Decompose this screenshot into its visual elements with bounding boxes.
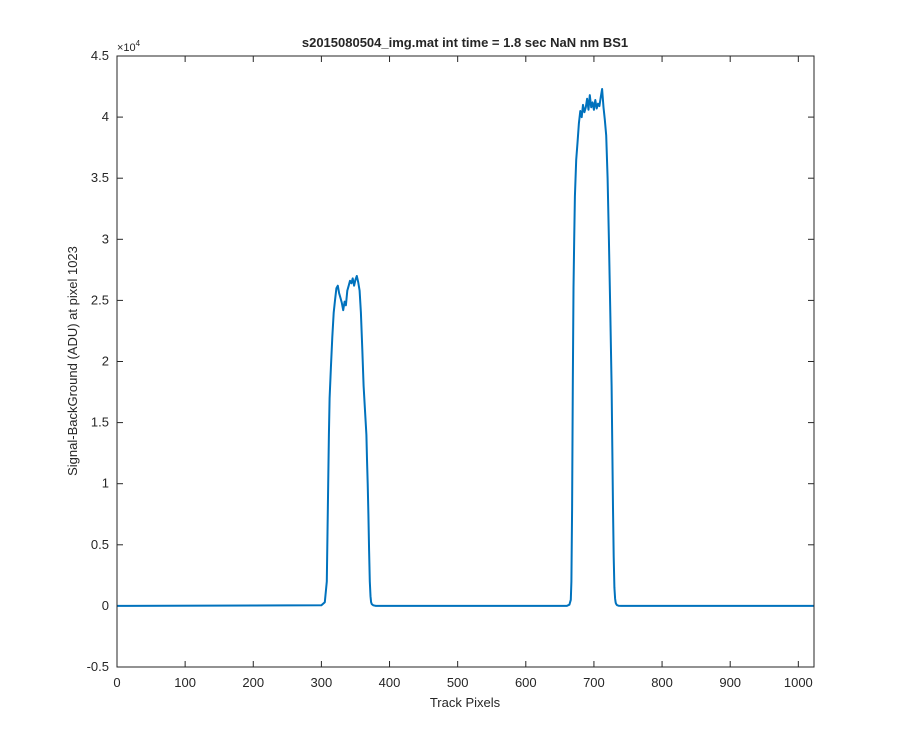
x-tick-label: 200 (242, 675, 264, 690)
y-axis-exponent-power: 4 (136, 39, 141, 48)
x-tick-label: 900 (719, 675, 741, 690)
x-tick-label: 400 (379, 675, 401, 690)
x-tick-label: 100 (174, 675, 196, 690)
y-tick-label: 3.5 (91, 170, 109, 185)
x-tick-label: 600 (515, 675, 537, 690)
x-tick-label: 0 (113, 675, 120, 690)
y-axis-ticks: -0.5 0 0.5 1 1.5 2 2.5 3 3.5 4 4.5 (87, 48, 814, 674)
x-tick-label: 300 (311, 675, 333, 690)
y-tick-label: 4.5 (91, 48, 109, 63)
y-tick-label: 2 (102, 354, 109, 369)
chart-title: s2015080504_img.mat int time = 1.8 sec N… (302, 35, 628, 50)
y-tick-label: 0 (102, 598, 109, 613)
y-tick-label: -0.5 (87, 659, 109, 674)
y-tick-label: 3 (102, 231, 109, 246)
y-axis-exponent: ×104 (117, 39, 141, 54)
y-tick-label: 0.5 (91, 537, 109, 552)
y-axis-exponent-base: ×10 (117, 42, 136, 54)
plot-area (117, 56, 814, 667)
x-axis-label: Track Pixels (430, 695, 501, 710)
x-tick-label: 800 (651, 675, 673, 690)
series-line (116, 88, 814, 607)
x-tick-label: 700 (583, 675, 605, 690)
y-tick-label: 2.5 (91, 292, 109, 307)
y-tick-label: 4 (102, 109, 109, 124)
y-tick-label: 1 (102, 476, 109, 491)
y-tick-label: 1.5 (91, 415, 109, 430)
x-tick-label: 500 (447, 675, 469, 690)
plot-box (116, 55, 815, 668)
x-axis-ticks: 0 100 200 300 400 500 600 700 800 900 1000 (113, 56, 813, 690)
y-axis-label: Signal-BackGround (ADU) at pixel 1023 (65, 246, 80, 476)
x-tick-label: 1000 (784, 675, 813, 690)
